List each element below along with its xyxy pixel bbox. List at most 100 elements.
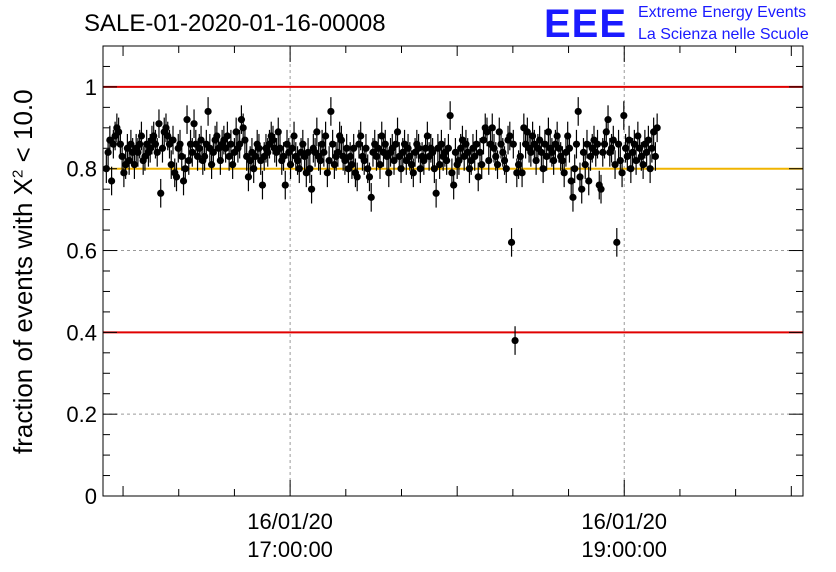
data-point (614, 140, 623, 148)
data-point (495, 128, 503, 136)
data-point (446, 111, 454, 120)
data-point (553, 132, 561, 140)
data-point (204, 107, 212, 116)
data-point (350, 144, 358, 152)
data-point (623, 152, 631, 161)
eee-logo-mark: EEE (544, 2, 628, 46)
data-point (490, 144, 498, 152)
data-point (488, 124, 496, 132)
data-point (213, 132, 221, 140)
data-point (169, 136, 177, 144)
data-point (392, 140, 400, 148)
data-point (172, 173, 181, 181)
data-point (237, 116, 246, 124)
data-point (464, 148, 472, 156)
data-point (567, 177, 575, 185)
data-point (581, 161, 589, 169)
data-point (576, 173, 584, 181)
data-point (197, 136, 205, 144)
data-point (443, 156, 451, 165)
data-point (414, 144, 423, 152)
data-point (241, 136, 249, 144)
data-point (360, 156, 368, 165)
data-point (529, 132, 537, 140)
data-point (320, 148, 328, 156)
data-point (134, 148, 142, 156)
data-point (372, 152, 381, 161)
data-point (429, 148, 437, 156)
data-point (639, 161, 647, 169)
logo-tagline-2: La Scienza nelle Scuole (638, 26, 809, 43)
data-point (346, 152, 354, 161)
data-point (625, 136, 633, 144)
data-point (223, 132, 231, 140)
data-point (613, 238, 621, 246)
data-point (365, 173, 374, 181)
data-point (483, 128, 491, 136)
data-point (478, 161, 486, 169)
data-point (130, 161, 139, 169)
eee-logo: EEE Extreme Energy Events La Scienza nel… (544, 2, 834, 46)
data-point (367, 193, 375, 201)
data-point (348, 161, 356, 169)
data-point (479, 136, 488, 144)
data-point (269, 136, 277, 144)
data-point (485, 156, 493, 165)
data-point (137, 132, 146, 140)
data-point (290, 132, 298, 140)
data-point (416, 165, 424, 173)
x-tick-label-time: 19:00:00 (581, 537, 667, 562)
data-point (527, 148, 535, 156)
data-point (381, 140, 389, 148)
data-point (216, 156, 224, 165)
data-point (502, 165, 510, 173)
data-point (523, 128, 531, 136)
data-point (544, 128, 552, 136)
data-point (136, 140, 144, 148)
y-tick-label: 0.2 (66, 402, 97, 427)
data-point (232, 128, 240, 136)
x-tick-label-date: 16/01/20 (247, 509, 333, 534)
data-point (179, 177, 188, 185)
data-point (316, 156, 324, 165)
data-point (190, 120, 198, 128)
data-point (492, 152, 500, 161)
data-point (157, 189, 165, 197)
data-point (578, 185, 586, 193)
data-point (293, 156, 302, 165)
data-point (436, 161, 444, 169)
data-point (264, 148, 272, 156)
data-point (323, 169, 331, 177)
data-point (423, 132, 431, 140)
y-tick-label: 0.4 (66, 320, 97, 345)
data-point (108, 177, 116, 185)
data-point (618, 169, 626, 177)
data-point (244, 173, 253, 181)
data-point (560, 169, 568, 177)
data-point (583, 140, 591, 148)
data-point (432, 189, 440, 197)
data-point (602, 128, 610, 136)
data-point (518, 169, 526, 177)
data-point (444, 144, 453, 152)
data-point (558, 156, 567, 165)
data-point (516, 152, 524, 161)
data-point (620, 111, 628, 120)
data-point (569, 193, 577, 201)
data-point (120, 169, 128, 177)
data-point (593, 140, 602, 148)
data-point (385, 169, 393, 177)
data-point (511, 336, 519, 345)
data-point (185, 156, 193, 165)
data-point (393, 128, 402, 136)
y-tick-label: 1 (85, 75, 97, 100)
x-tick-label-time: 17:00:00 (247, 537, 333, 562)
data-point (604, 116, 612, 124)
data-point (539, 165, 547, 173)
data-point (115, 128, 123, 136)
data-point (304, 148, 312, 156)
data-point (634, 132, 642, 140)
run-title: SALE-01-2020-01-16-00008 (84, 10, 386, 37)
data-point (281, 181, 289, 189)
